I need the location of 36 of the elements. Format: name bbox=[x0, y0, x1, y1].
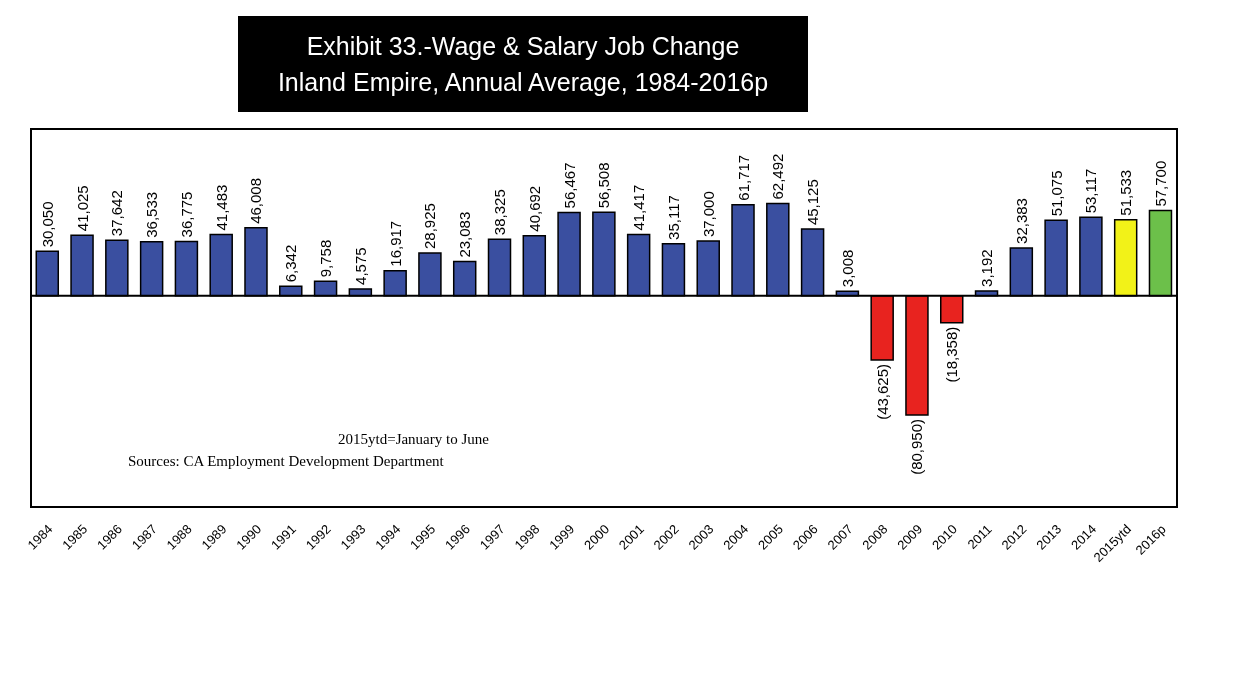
data-label: 16,917 bbox=[386, 220, 404, 267]
data-label: 51,533 bbox=[1117, 169, 1135, 216]
source-note: Sources: CA Employment Development Department bbox=[128, 452, 445, 471]
data-label: 45,125 bbox=[804, 179, 822, 226]
data-label: 61,717 bbox=[734, 154, 752, 201]
data-label: 62,492 bbox=[769, 153, 787, 200]
data-label: 3,192 bbox=[978, 249, 996, 287]
data-label: 38,325 bbox=[491, 189, 508, 236]
text: 2015ytd=January to June bbox=[337, 430, 489, 449]
data-label: (18,358) bbox=[943, 326, 961, 383]
data-label: 51,075 bbox=[1047, 170, 1065, 217]
data-label: 9,758 bbox=[317, 239, 335, 278]
data-label: 41,417 bbox=[630, 184, 648, 231]
data-label: 53,117 bbox=[1082, 168, 1100, 214]
data-label: 56,508 bbox=[595, 162, 613, 209]
data-label: (43,625) bbox=[873, 363, 891, 420]
data-label: 37,000 bbox=[699, 191, 717, 238]
chart-title: Exhibit 33.-Wage & Salary Job Change Inland Empire, Annual Average, 1984-2016p bbox=[238, 16, 808, 112]
data-label: 40,692 bbox=[525, 185, 543, 232]
data-label: 36,533 bbox=[143, 191, 161, 238]
data-label: 56,467 bbox=[560, 162, 578, 209]
data-label: 28,925 bbox=[421, 203, 439, 249]
data-label: 41,483 bbox=[212, 184, 230, 231]
data-label: (80,950) bbox=[908, 418, 926, 475]
data-label: 37,642 bbox=[108, 190, 126, 237]
data-label: 35,117 bbox=[664, 195, 682, 240]
data-label: 36,775 bbox=[177, 191, 195, 238]
data-label: 3,008 bbox=[838, 249, 856, 288]
data-label: 23,083 bbox=[456, 211, 474, 258]
data-label: 4,575 bbox=[351, 247, 369, 285]
data-label: 32,383 bbox=[1012, 198, 1030, 244]
data-label: 57,700 bbox=[1151, 160, 1169, 207]
data-label: 6,342 bbox=[282, 244, 300, 283]
data-label: 41,025 bbox=[73, 185, 91, 232]
data-label: 30,050 bbox=[38, 201, 56, 248]
data-label: 46,008 bbox=[247, 177, 265, 224]
